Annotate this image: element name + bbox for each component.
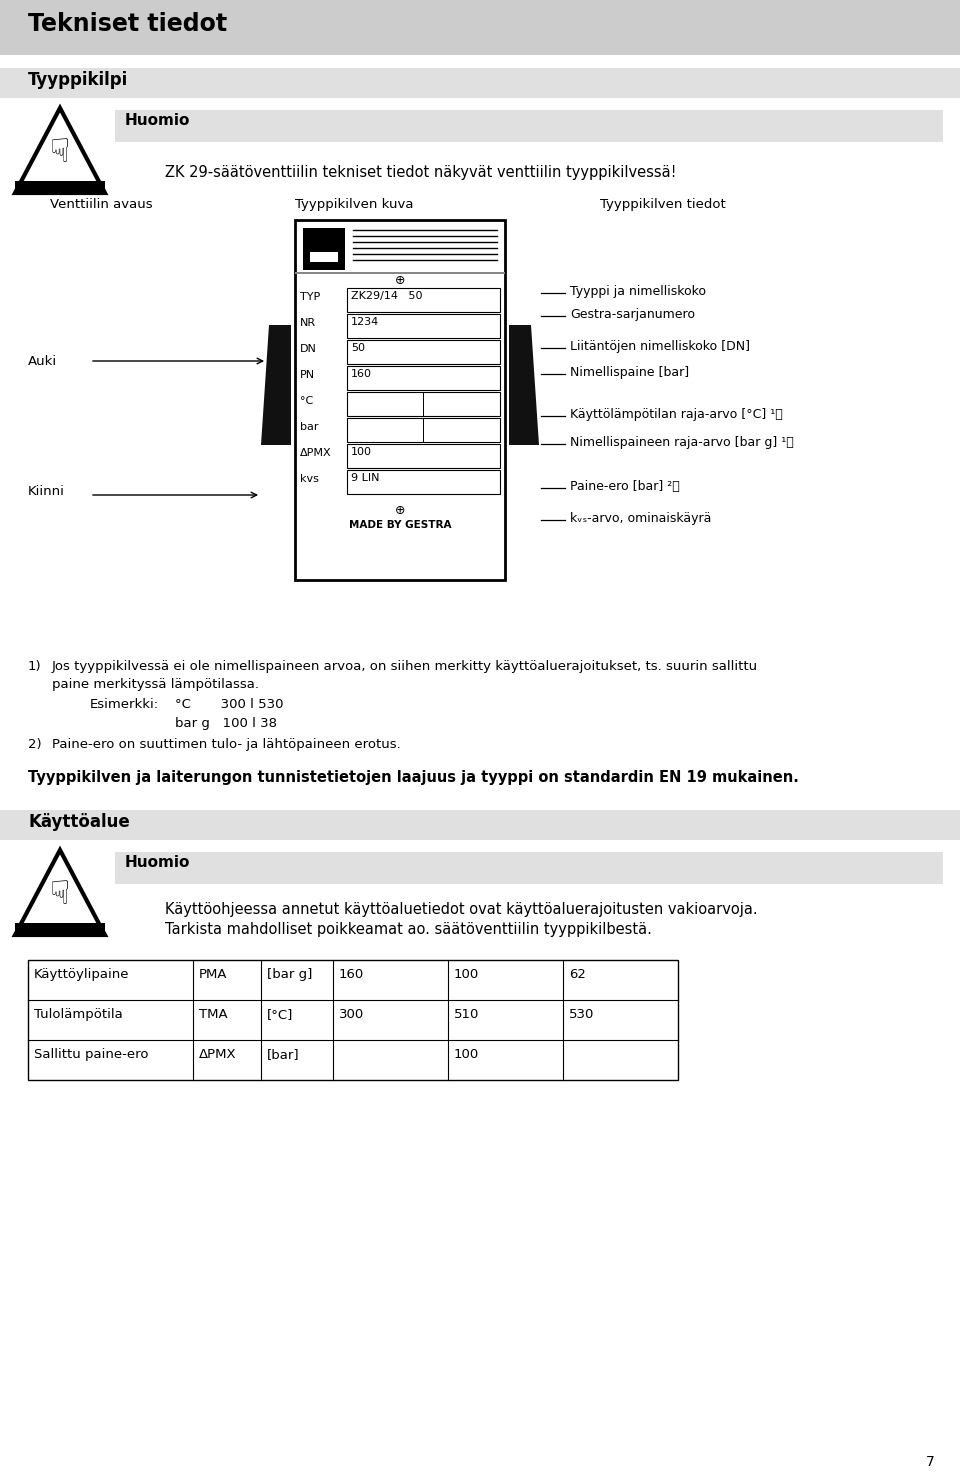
Text: Nimellispaineen raja-arvo [bar g] ¹⧠: Nimellispaineen raja-arvo [bar g] ¹⧠ [570,435,794,449]
Text: Tyyppikilven ja laiterungon tunnistetietojen laajuus ja tyyppi on standardin EN : Tyyppikilven ja laiterungon tunnistetiet… [28,770,799,785]
Text: Tyyppikilven tiedot: Tyyppikilven tiedot [600,198,726,211]
Text: TYP: TYP [300,292,321,303]
Text: Huomio: Huomio [125,855,190,869]
Bar [0,810,960,840]
Bar [15,182,105,193]
Text: °C: °C [300,396,313,406]
Bar [15,922,105,934]
Text: 530: 530 [569,1008,594,1021]
Text: °C       300 l 530: °C 300 l 530 [175,698,283,711]
Text: bar g   100 l 38: bar g 100 l 38 [175,717,277,731]
Text: MADE BY GESTRA: MADE BY GESTRA [348,520,451,530]
Text: Jos tyyppikilvessä ei ole nimellispaineen arvoa, on siihen merkitty käyttöaluera: Jos tyyppikilvessä ei ole nimellispainee… [52,660,758,673]
Bar [307,232,341,260]
Text: PN: PN [300,370,315,379]
Text: 100: 100 [454,1048,479,1061]
Text: Esimerkki:: Esimerkki: [90,698,159,711]
Text: TMA: TMA [199,1008,228,1021]
Text: DN: DN [300,344,317,354]
Bar [0,0,960,55]
Text: 1): 1) [28,660,41,673]
Text: 160: 160 [339,968,364,982]
Text: Paine-ero [bar] ²⧠: Paine-ero [bar] ²⧠ [570,480,680,493]
Text: kᵥₛ-arvo, ominaiskäyrä: kᵥₛ-arvo, ominaiskäyrä [570,512,711,525]
Bar [347,366,500,390]
Text: bar: bar [300,422,319,432]
Text: ⊕: ⊕ [395,503,405,517]
Text: 100: 100 [351,447,372,458]
Text: Paine-ero on suuttimen tulo- ja lähtöpaineen erotus.: Paine-ero on suuttimen tulo- ja lähtöpai… [52,738,400,751]
Text: 1234: 1234 [351,317,379,328]
Text: Käyttöohjeessa annetut käyttöaluetiedot ovat käyttöaluerajoitusten vakioarvoja.: Käyttöohjeessa annetut käyttöaluetiedot … [165,902,757,917]
Text: 2): 2) [28,738,41,751]
Text: Tyyppikilpi: Tyyppikilpi [28,71,129,89]
Text: [bar g]: [bar g] [267,968,312,982]
Bar [115,852,943,884]
Text: 160: 160 [351,369,372,379]
Text: ☟: ☟ [50,136,70,168]
Text: 7: 7 [926,1455,935,1469]
Text: Auki: Auki [28,356,58,368]
Text: Sallittu paine-ero: Sallittu paine-ero [34,1048,149,1061]
Text: kvs: kvs [300,474,319,484]
Bar [28,959,678,1080]
Text: Tekniset tiedot: Tekniset tiedot [28,12,228,35]
Bar [347,469,500,494]
Bar [347,339,500,365]
Text: Huomio: Huomio [125,114,190,128]
Text: [bar]: [bar] [267,1048,300,1061]
Text: ΔPMX: ΔPMX [300,449,331,458]
Text: Gestra-sarjanumero: Gestra-sarjanumero [570,308,695,320]
Text: Käyttöalue: Käyttöalue [28,813,130,831]
Text: Tulolämpötila: Tulolämpötila [34,1008,123,1021]
Bar [347,418,500,441]
Bar [347,314,500,338]
Bar [295,220,505,580]
Text: Venttiilin avaus: Venttiilin avaus [50,198,153,211]
Polygon shape [261,325,291,444]
Bar [347,444,500,468]
Polygon shape [15,108,105,193]
Bar [0,68,960,97]
Text: Tyyppikilven kuva: Tyyppikilven kuva [295,198,414,211]
Text: NR: NR [300,317,316,328]
Text: Käyttöylipaine: Käyttöylipaine [34,968,130,982]
Text: ΔPMX: ΔPMX [199,1048,236,1061]
Text: Käyttölämpötilan raja-arvo [°C] ¹⧠: Käyttölämpötilan raja-arvo [°C] ¹⧠ [570,407,782,421]
Text: ☟: ☟ [50,878,70,911]
Bar [115,111,943,142]
Polygon shape [15,850,105,934]
Text: PMA: PMA [199,968,228,982]
Text: paine merkityssä lämpötilassa.: paine merkityssä lämpötilassa. [52,677,259,691]
Text: ⊕: ⊕ [395,275,405,286]
Bar [310,252,338,263]
Text: Tyyppi ja nimelliskoko: Tyyppi ja nimelliskoko [570,285,706,298]
Polygon shape [509,325,539,444]
Text: 300: 300 [339,1008,364,1021]
Text: Nimellispaine [bar]: Nimellispaine [bar] [570,366,689,379]
Text: 510: 510 [454,1008,479,1021]
Text: Kiinni: Kiinni [28,486,65,497]
Bar [295,272,505,275]
Text: 9 LIN: 9 LIN [351,472,379,483]
Text: ZK 29-säätöventtiilin tekniset tiedot näkyvät venttiilin tyyppikilvessä!: ZK 29-säätöventtiilin tekniset tiedot nä… [165,165,677,180]
Text: 62: 62 [569,968,586,982]
Text: Tarkista mahdolliset poikkeamat ao. säätöventtiilin tyyppikilbestä.: Tarkista mahdolliset poikkeamat ao. säät… [165,922,652,937]
Text: ZK29/14   50: ZK29/14 50 [351,291,422,301]
Text: 50: 50 [351,342,365,353]
Bar [347,393,500,416]
Text: [°C]: [°C] [267,1008,294,1021]
Text: 100: 100 [454,968,479,982]
Bar [303,227,345,270]
Text: Liitäntöjen nimelliskoko [DN]: Liitäntöjen nimelliskoko [DN] [570,339,750,353]
Bar [347,288,500,311]
